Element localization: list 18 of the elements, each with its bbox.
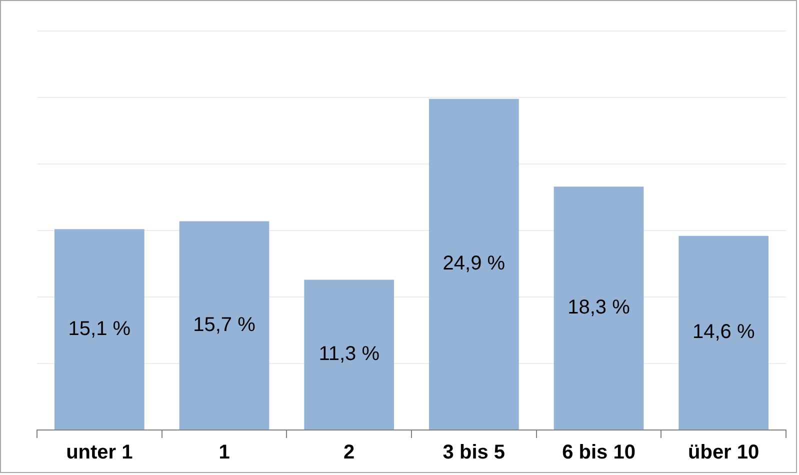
x-tick-label: 6 bis 10 <box>562 442 636 464</box>
data-label: 24,9 % <box>442 252 506 275</box>
bar <box>554 186 644 430</box>
x-tick-label: über 10 <box>688 442 760 464</box>
bar <box>678 236 769 430</box>
data-label: 18,3 % <box>568 296 630 319</box>
bar <box>304 280 394 430</box>
bar <box>179 221 270 430</box>
data-label: 15,7 % <box>193 314 256 336</box>
data-label: 15,1 % <box>68 318 131 340</box>
data-label: 11,3 % <box>318 343 380 366</box>
x-tick-label: 1 <box>218 442 230 464</box>
x-tick-label: 2 <box>344 442 355 464</box>
bar <box>54 229 144 430</box>
x-tick-label: 3 bis 5 <box>442 442 506 464</box>
data-label: 14,6 % <box>692 321 755 344</box>
bar <box>428 98 519 430</box>
x-tick-label: unter 1 <box>66 442 133 464</box>
